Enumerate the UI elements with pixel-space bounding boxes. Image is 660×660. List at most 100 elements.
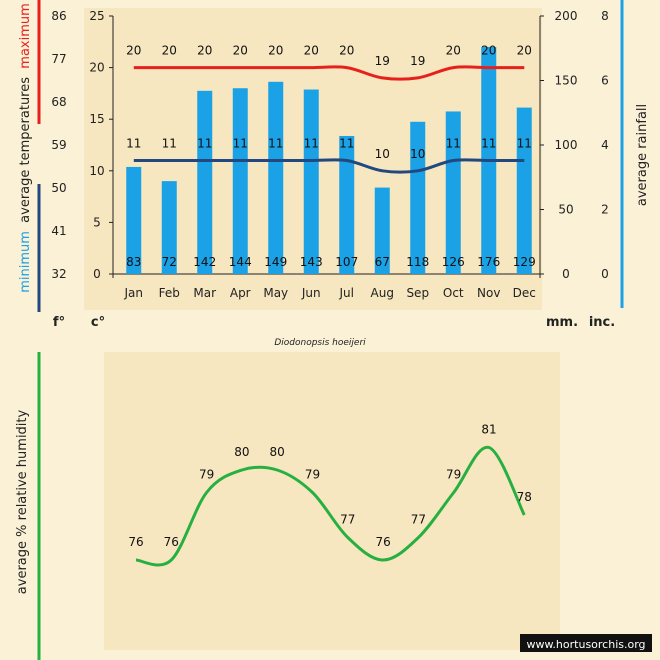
rainfall-value-label: 118 — [406, 255, 429, 269]
humidity-value-label: 78 — [517, 490, 532, 504]
month-label: Oct — [443, 286, 464, 300]
minimum-value-label: 11 — [233, 136, 248, 150]
humidity-value-label: 76 — [375, 535, 390, 549]
inch-tick-label: 8 — [601, 9, 609, 23]
humidity-value-label: 79 — [305, 468, 320, 482]
rainfall-bar — [197, 90, 213, 274]
humidity-value-label: 81 — [481, 423, 496, 437]
rainfall-value-label: 129 — [513, 255, 536, 269]
minimum-value-label: 11 — [517, 136, 532, 150]
maximum-temperature-line — [133, 65, 525, 81]
maximum-value-label: 20 — [162, 44, 177, 58]
maximum-value-label: 20 — [126, 44, 141, 58]
humidity-value-label: 76 — [128, 535, 143, 549]
rainfall-value-label: 126 — [442, 255, 465, 269]
minimum-value-label: 10 — [410, 147, 425, 161]
celsius-tick-labels: 25 20 15 10 5 0 — [89, 9, 113, 281]
temperature-lines — [133, 65, 525, 174]
mm-tick-label: 100 — [555, 138, 578, 152]
fahrenheit-tick-label: 32 — [51, 267, 66, 281]
rainfall-value-label: 176 — [477, 255, 500, 269]
celsius-tick-label: 0 — [93, 267, 101, 281]
celsius-tick-label: 10 — [89, 164, 104, 178]
rainfall-bar — [126, 166, 142, 274]
humidity-value-label: 79 — [446, 468, 461, 482]
mm-tick-label: 50 — [558, 203, 573, 217]
maximum-label: maximum — [18, 3, 33, 69]
humidity-panel-bg — [104, 352, 560, 650]
minimum-value-label: 11 — [268, 136, 283, 150]
fahrenheit-tick-label: 77 — [51, 52, 66, 66]
mm-tick-label: 0 — [562, 267, 570, 281]
rainfall-axis-title: average rainfall — [635, 104, 650, 206]
fahrenheit-tick-label: 41 — [51, 224, 66, 238]
month-label: May — [263, 286, 288, 300]
rainfall-bar — [232, 88, 248, 275]
mm-tick-label: 200 — [555, 9, 578, 23]
celsius-tick-label: 25 — [89, 9, 104, 23]
watermark-bg — [520, 634, 652, 652]
fahrenheit-tick-label: 68 — [51, 95, 66, 109]
rainfall-bar — [161, 181, 177, 274]
humidity-axis-title: average % relative humidity — [15, 409, 30, 594]
fahrenheit-tick-labels: 86 77 68 59 50 41 32 — [51, 9, 66, 281]
celsius-tick-label: 15 — [89, 112, 104, 126]
maximum-value-label: 20 — [446, 44, 461, 58]
inch-tick-label: 2 — [601, 203, 609, 217]
month-label: Apr — [230, 286, 251, 300]
month-label: Mar — [193, 286, 216, 300]
minimum-value-label: 11 — [126, 136, 141, 150]
rainfall-bar — [445, 111, 461, 275]
rainfall-bar — [374, 187, 390, 274]
humidity-value-label: 76 — [164, 535, 179, 549]
month-labels: Jan Feb Mar Apr May Jun Jul Aug Sep Oct Nov Dec — [124, 286, 536, 300]
maximum-value-label: 19 — [410, 54, 425, 68]
rainfall-value-label: 144 — [229, 255, 252, 269]
rainfall-bar — [516, 107, 532, 274]
rainfall-bar — [268, 81, 284, 274]
maximum-value-label: 20 — [197, 44, 212, 58]
celsius-unit-label: c° — [91, 315, 105, 330]
month-label: Feb — [159, 286, 180, 300]
month-label: Jun — [301, 286, 321, 300]
fahrenheit-tick-label: 50 — [51, 181, 66, 195]
celsius-tick-label: 20 — [89, 61, 104, 75]
rainfall-bar — [410, 121, 426, 274]
humidity-line — [135, 445, 526, 567]
species-title: Diodonopsis hoeijeri — [274, 338, 366, 348]
humidity-value-label: 80 — [234, 445, 249, 459]
minimum-label: minimum — [18, 231, 33, 293]
inch-tick-label: 4 — [601, 138, 609, 152]
fahrenheit-unit-label: f° — [53, 315, 65, 330]
minimum-value-label: 11 — [481, 136, 496, 150]
fahrenheit-tick-label: 86 — [51, 9, 66, 23]
temperature-axis-title: minimum average temperatures maximum — [18, 3, 33, 293]
value-labels: 20 20 20 20 20 20 20 19 19 20 20 20 11 11 11 11 11 11 11 10… — [126, 44, 536, 269]
month-label: Sep — [406, 286, 429, 300]
mm-tick-label: 150 — [555, 74, 578, 88]
celsius-tick-label: 5 — [93, 215, 101, 229]
inch-tick-labels: 8 6 4 2 0 — [601, 9, 609, 281]
rainfall-bar — [303, 89, 319, 274]
mm-tick-labels: 200 150 100 50 0 — [540, 9, 577, 281]
maximum-value-label: 20 — [268, 44, 283, 58]
month-label: Jan — [124, 286, 144, 300]
rainfall-value-label: 107 — [335, 255, 358, 269]
rainfall-value-label: 149 — [264, 255, 287, 269]
inch-unit-label: inc. — [589, 315, 615, 330]
maximum-value-label: 20 — [481, 44, 496, 58]
rainfall-value-label: 142 — [193, 255, 216, 269]
rainfall-value-label: 143 — [300, 255, 323, 269]
maximum-value-label: 20 — [517, 44, 532, 58]
minimum-value-label: 11 — [162, 136, 177, 150]
maximum-value-label: 20 — [304, 44, 319, 58]
rainfall-bar — [339, 135, 355, 274]
humidity-value-label: 80 — [270, 445, 285, 459]
month-label: Nov — [477, 286, 500, 300]
humidity-value-label: 77 — [340, 513, 355, 527]
mm-unit-label: mm. — [546, 315, 578, 330]
month-label: Jul — [339, 286, 354, 300]
humidity-value-label: 79 — [199, 468, 214, 482]
minimum-value-label: 11 — [446, 136, 461, 150]
